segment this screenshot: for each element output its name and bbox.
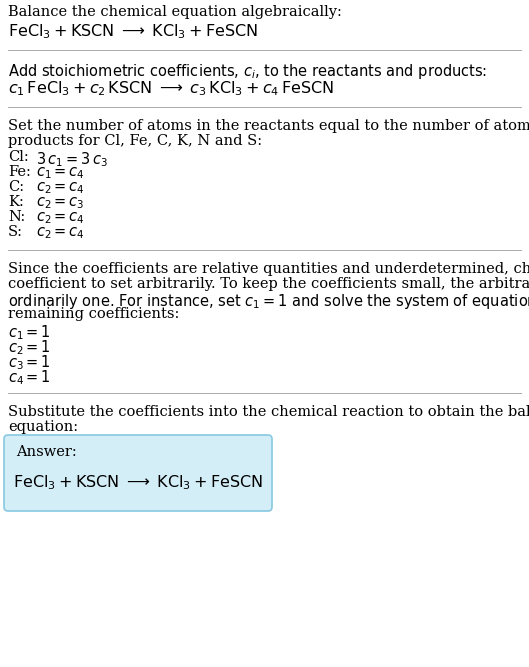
Text: Answer:: Answer:: [16, 445, 77, 459]
Text: $c_2 = 1$: $c_2 = 1$: [8, 338, 51, 357]
Text: Set the number of atoms in the reactants equal to the number of atoms in the: Set the number of atoms in the reactants…: [8, 119, 529, 133]
Text: products for Cl, Fe, C, K, N and S:: products for Cl, Fe, C, K, N and S:: [8, 134, 262, 148]
Text: $c_2 = c_4$: $c_2 = c_4$: [36, 225, 85, 241]
Text: S:: S:: [8, 225, 23, 239]
Text: Substitute the coefficients into the chemical reaction to obtain the balanced: Substitute the coefficients into the che…: [8, 405, 529, 419]
Text: $c_1 = c_4$: $c_1 = c_4$: [36, 165, 85, 181]
Text: equation:: equation:: [8, 420, 78, 434]
Text: $\mathrm{FeCl_3 + KSCN} \;\longrightarrow\; \mathrm{KCl_3 + FeSCN}$: $\mathrm{FeCl_3 + KSCN} \;\longrightarro…: [8, 22, 258, 41]
Text: $c_2 = c_3$: $c_2 = c_3$: [36, 195, 85, 211]
Text: $c_2 = c_4$: $c_2 = c_4$: [36, 180, 85, 195]
FancyBboxPatch shape: [4, 435, 272, 511]
Text: $c_4 = 1$: $c_4 = 1$: [8, 368, 51, 387]
Text: $c_2 = c_4$: $c_2 = c_4$: [36, 210, 85, 225]
Text: $c_1\,\mathrm{FeCl_3} + c_2\,\mathrm{KSCN} \;\longrightarrow\; c_3\,\mathrm{KCl_: $c_1\,\mathrm{FeCl_3} + c_2\,\mathrm{KSC…: [8, 79, 334, 97]
Text: Since the coefficients are relative quantities and underdetermined, choose a: Since the coefficients are relative quan…: [8, 262, 529, 276]
Text: ordinarily one. For instance, set $c_1 = 1$ and solve the system of equations fo: ordinarily one. For instance, set $c_1 =…: [8, 292, 529, 311]
Text: remaining coefficients:: remaining coefficients:: [8, 307, 179, 321]
Text: Cl:: Cl:: [8, 150, 29, 164]
Text: C:: C:: [8, 180, 24, 194]
Text: $3\,c_1 = 3\,c_3$: $3\,c_1 = 3\,c_3$: [36, 150, 108, 169]
Text: Fe:: Fe:: [8, 165, 31, 179]
Text: Add stoichiometric coefficients, $c_i$, to the reactants and products:: Add stoichiometric coefficients, $c_i$, …: [8, 62, 487, 81]
Text: N:: N:: [8, 210, 25, 224]
Text: $c_1 = 1$: $c_1 = 1$: [8, 323, 51, 342]
Text: $\mathrm{FeCl_3 + KSCN} \;\longrightarrow\; \mathrm{KCl_3 + FeSCN}$: $\mathrm{FeCl_3 + KSCN} \;\longrightarro…: [13, 474, 263, 492]
Text: $c_3 = 1$: $c_3 = 1$: [8, 353, 51, 372]
Text: K:: K:: [8, 195, 24, 209]
Text: Balance the chemical equation algebraically:: Balance the chemical equation algebraica…: [8, 5, 342, 19]
Text: coefficient to set arbitrarily. To keep the coefficients small, the arbitrary va: coefficient to set arbitrarily. To keep …: [8, 277, 529, 291]
